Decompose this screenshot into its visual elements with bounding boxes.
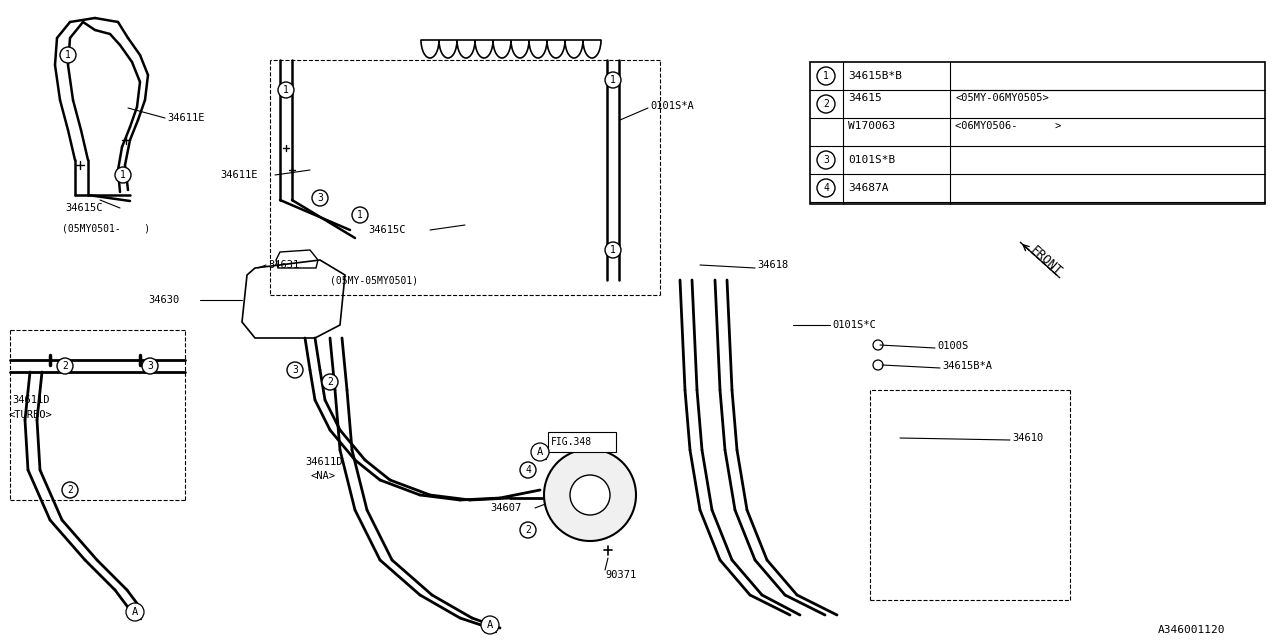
Circle shape xyxy=(817,151,835,169)
Text: 34611D: 34611D xyxy=(12,395,50,405)
Text: 2: 2 xyxy=(328,377,333,387)
Text: A: A xyxy=(536,447,543,457)
Text: 1: 1 xyxy=(120,170,125,180)
Text: 34607: 34607 xyxy=(490,503,521,513)
Text: (05MY0501-    ): (05MY0501- ) xyxy=(61,223,150,233)
Text: 1: 1 xyxy=(283,85,289,95)
Text: 34611E: 34611E xyxy=(166,113,205,123)
Text: 1: 1 xyxy=(357,210,364,220)
Text: A: A xyxy=(486,620,493,630)
Text: 34630: 34630 xyxy=(148,295,179,305)
Circle shape xyxy=(605,242,621,258)
Circle shape xyxy=(520,522,536,538)
Text: 2: 2 xyxy=(67,485,73,495)
Circle shape xyxy=(605,72,621,88)
Circle shape xyxy=(817,179,835,197)
Text: <06MY0506-      >: <06MY0506- > xyxy=(955,121,1061,131)
Text: 34615: 34615 xyxy=(849,93,882,103)
Text: A: A xyxy=(132,607,138,617)
Text: 34615C: 34615C xyxy=(65,203,102,213)
Circle shape xyxy=(142,358,157,374)
Text: 2: 2 xyxy=(823,99,829,109)
Text: A346001120: A346001120 xyxy=(1158,625,1225,635)
Circle shape xyxy=(323,374,338,390)
Text: 2: 2 xyxy=(525,525,531,535)
Text: 3: 3 xyxy=(147,361,152,371)
Circle shape xyxy=(60,47,76,63)
Text: 34631: 34631 xyxy=(268,260,300,270)
Text: 0101S*A: 0101S*A xyxy=(650,101,694,111)
Text: 1: 1 xyxy=(611,245,616,255)
Text: W170063: W170063 xyxy=(849,121,895,131)
Text: 3: 3 xyxy=(292,365,298,375)
Text: (05MY-05MY0501): (05MY-05MY0501) xyxy=(330,275,419,285)
Circle shape xyxy=(481,616,499,634)
Circle shape xyxy=(125,603,145,621)
Circle shape xyxy=(570,475,611,515)
Circle shape xyxy=(531,443,549,461)
Text: 34687A: 34687A xyxy=(849,183,888,193)
Circle shape xyxy=(278,82,294,98)
Text: 34611E: 34611E xyxy=(220,170,257,180)
Text: FIG.348: FIG.348 xyxy=(550,437,593,447)
Circle shape xyxy=(312,190,328,206)
Text: 4: 4 xyxy=(823,183,829,193)
Text: 1: 1 xyxy=(65,50,70,60)
Text: 34611D: 34611D xyxy=(305,457,343,467)
Text: 0100S: 0100S xyxy=(937,341,968,351)
Text: 0101S*C: 0101S*C xyxy=(832,320,876,330)
Text: 2: 2 xyxy=(61,361,68,371)
Text: FRONT: FRONT xyxy=(1028,243,1064,278)
Circle shape xyxy=(544,449,636,541)
Text: 0101S*B: 0101S*B xyxy=(849,155,895,165)
Text: <NA>: <NA> xyxy=(310,471,335,481)
Circle shape xyxy=(61,482,78,498)
Circle shape xyxy=(817,67,835,85)
Circle shape xyxy=(287,362,303,378)
Bar xyxy=(810,62,1265,204)
Circle shape xyxy=(352,207,369,223)
Circle shape xyxy=(520,462,536,478)
Text: 3: 3 xyxy=(823,155,829,165)
Text: 34615B*B: 34615B*B xyxy=(849,71,902,81)
Text: 1: 1 xyxy=(611,75,616,85)
Circle shape xyxy=(115,167,131,183)
Text: 90371: 90371 xyxy=(605,570,636,580)
Text: 4: 4 xyxy=(525,465,531,475)
Text: 1: 1 xyxy=(823,71,829,81)
Bar xyxy=(548,432,616,452)
Text: <TURBO>: <TURBO> xyxy=(8,410,51,420)
Text: 34610: 34610 xyxy=(1012,433,1043,443)
Text: 34618: 34618 xyxy=(756,260,788,270)
Text: <05MY-06MY0505>: <05MY-06MY0505> xyxy=(955,93,1048,103)
Circle shape xyxy=(58,358,73,374)
Text: 34615C: 34615C xyxy=(369,225,406,235)
Circle shape xyxy=(817,95,835,113)
Text: 3: 3 xyxy=(317,193,323,203)
Text: 34615B*A: 34615B*A xyxy=(942,361,992,371)
